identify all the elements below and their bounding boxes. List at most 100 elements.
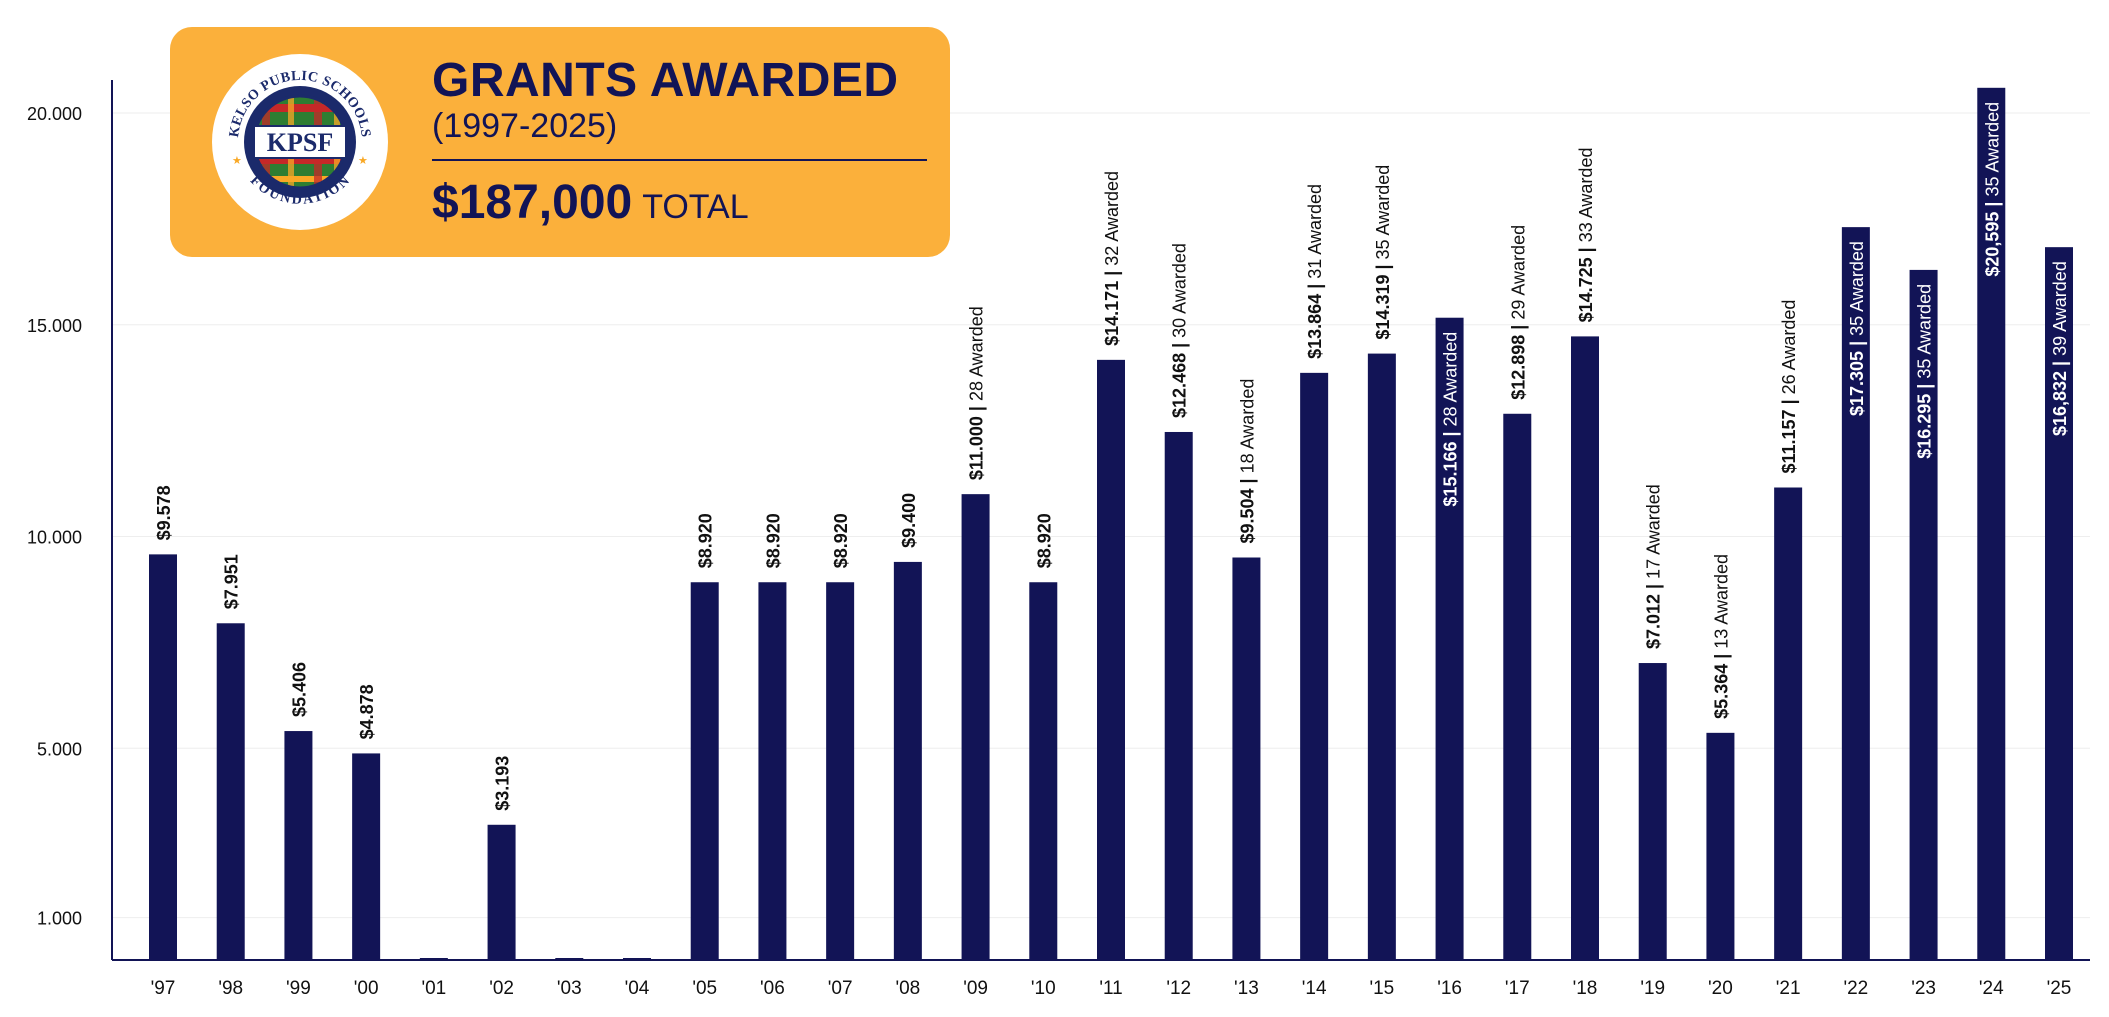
x-tick-label: '25 [2047, 978, 2072, 999]
bar [826, 582, 855, 960]
chart-subtitle: (1997-2025) [432, 107, 618, 145]
data-label: $16.295 | 35 Awarded [1915, 284, 1935, 459]
bar [1774, 487, 1803, 960]
data-label: $9.400 [899, 493, 919, 548]
data-label: $16,832 | 39 Awarded [2050, 261, 2070, 436]
y-tick-label: 20.000 [27, 104, 82, 124]
data-label: $12.468 | 30 Awarded [1170, 243, 1190, 418]
x-tick-label: '13 [1234, 978, 1259, 999]
data-label: $11.157 | 26 Awarded [1779, 300, 1799, 474]
bar [1977, 87, 2006, 960]
x-tick-label: '04 [625, 978, 650, 999]
bar [758, 582, 787, 960]
bar [961, 494, 990, 960]
title-card: KPSF KELSO PUBLIC SCHOOLS FOUNDATION ★ ★… [170, 27, 950, 257]
bar [1367, 353, 1396, 961]
x-tick-label: '02 [489, 978, 514, 999]
bar [1435, 317, 1464, 960]
bar [893, 561, 922, 960]
kpsf-logo: KPSF KELSO PUBLIC SCHOOLS FOUNDATION ★ ★ [212, 54, 388, 230]
data-label: $8.920 [696, 513, 716, 568]
x-tick-label: '08 [895, 978, 920, 999]
x-tick-label: '98 [218, 978, 243, 999]
data-label: $13.864 | 31 Awarded [1305, 184, 1325, 359]
bar [1029, 582, 1058, 960]
data-label: $12.898 | 29 Awarded [1508, 225, 1528, 400]
bar [1164, 431, 1193, 960]
y-tick-label: 10.000 [27, 528, 82, 548]
data-label: $8.920 [763, 513, 783, 568]
y-tick-label: 1.000 [37, 909, 82, 929]
x-tick-label: '20 [1708, 978, 1733, 999]
x-tick-label: '10 [1031, 978, 1056, 999]
total-line: $187,000 TOTAL [432, 175, 749, 230]
x-tick-label: '17 [1505, 978, 1530, 999]
bar [1097, 359, 1125, 960]
data-label: $4.878 [357, 684, 377, 739]
bar [419, 958, 448, 960]
data-label: $11.000 | 28 Awarded [967, 306, 987, 480]
data-label: $15.166 | 28 Awarded [1441, 332, 1461, 507]
bar [1503, 413, 1532, 960]
x-tick-label: '22 [1843, 978, 1868, 999]
total-label: TOTAL [642, 188, 749, 226]
bar [216, 623, 245, 960]
data-label: $14.171 | 32 Awarded [1102, 171, 1122, 346]
x-tick-label: '03 [557, 978, 582, 999]
x-tick-label: '24 [1979, 978, 2004, 999]
data-label: $8.920 [831, 513, 851, 568]
chart-title: GRANTS AWARDED [432, 54, 899, 107]
bar [1909, 269, 1938, 960]
x-tick-label: '18 [1573, 978, 1598, 999]
data-label: $7.012 | 17 Awarded [1644, 484, 1664, 649]
bar [1232, 557, 1261, 960]
x-tick-label: '12 [1166, 978, 1191, 999]
x-tick-label: '23 [1911, 978, 1936, 999]
bar [487, 824, 516, 960]
title-divider [432, 159, 927, 161]
bar [1571, 336, 1599, 960]
bar [623, 958, 651, 960]
x-tick-label: '97 [151, 978, 176, 999]
svg-text:★: ★ [358, 155, 368, 167]
data-label: $20,595 | 35 Awarded [1982, 102, 2002, 277]
data-label: $14.725 | 33 Awarded [1576, 148, 1596, 323]
data-label: $5.406 [289, 662, 309, 717]
x-tick-label: '09 [963, 978, 988, 999]
bar [1638, 663, 1667, 960]
x-tick-label: '06 [760, 978, 785, 999]
total-amount: $187,000 [432, 176, 633, 229]
bar [1300, 372, 1329, 960]
x-tick-label: '11 [1099, 978, 1122, 999]
data-label: $14.319 | 35 Awarded [1373, 165, 1393, 340]
x-tick-label: '01 [421, 978, 446, 999]
bar [690, 582, 719, 960]
bar [2045, 247, 2073, 960]
y-tick-label: 15.000 [27, 316, 82, 336]
bar [1706, 732, 1735, 960]
bar [1841, 227, 1870, 961]
data-label: $8.920 [1034, 513, 1054, 568]
x-tick-label: '07 [828, 978, 853, 999]
data-label: $17.305 | 35 Awarded [1847, 241, 1867, 416]
data-label: $3.193 [493, 756, 513, 811]
bar [284, 731, 313, 960]
bar [555, 958, 584, 960]
bar [149, 554, 177, 960]
x-tick-label: '21 [1776, 978, 1801, 999]
x-tick-label: '19 [1640, 978, 1665, 999]
x-tick-label: '14 [1302, 978, 1327, 999]
y-tick-label: 5.000 [37, 739, 82, 759]
x-tick-label: '15 [1369, 978, 1394, 999]
x-tick-label: '00 [354, 978, 379, 999]
x-tick-label: '99 [286, 978, 311, 999]
svg-text:★: ★ [232, 155, 242, 167]
x-tick-label: '05 [692, 978, 717, 999]
logo-center-text: KPSF [267, 128, 333, 157]
data-label: $9.578 [154, 485, 174, 540]
data-label: $7.951 [222, 554, 242, 609]
x-tick-label: '16 [1437, 978, 1462, 999]
data-label: $5.364 | 13 Awarded [1711, 554, 1731, 719]
data-label: $9.504 | 18 Awarded [1237, 379, 1257, 544]
